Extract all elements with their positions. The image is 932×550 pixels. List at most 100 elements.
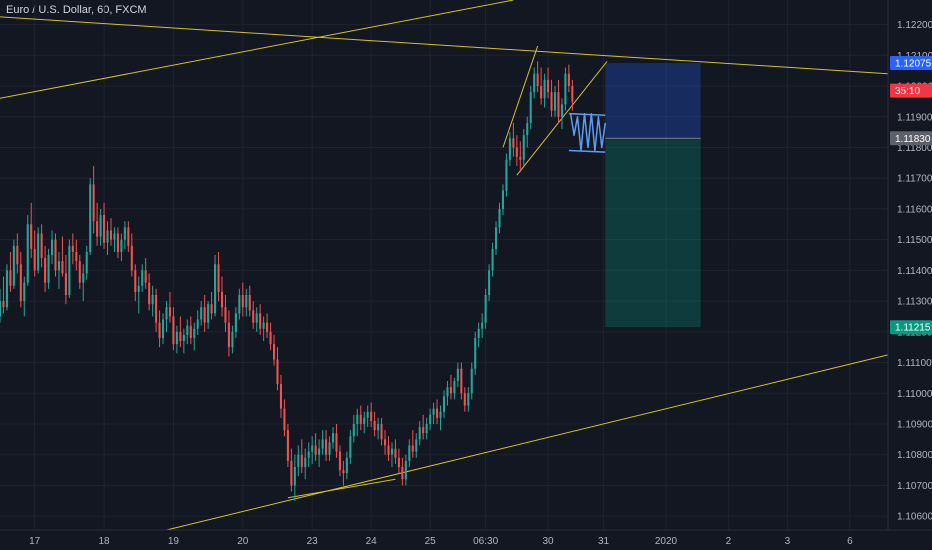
candle-body (318, 448, 321, 455)
candle-body (120, 239, 123, 252)
position-target-zone[interactable] (605, 138, 701, 328)
time-tick-label: 6 (847, 536, 853, 547)
candle-body (331, 433, 335, 443)
candle-body (567, 73, 570, 87)
candle-body (494, 227, 498, 249)
forecast-channel-top[interactable] (568, 112, 606, 116)
candle-body (356, 414, 359, 424)
trendline[interactable] (0, 0, 514, 99)
candle-body (61, 261, 64, 274)
time-tick-label: 06:30 (473, 536, 498, 547)
candle-body (23, 282, 26, 302)
price-axis[interactable]: 1.122001.121001.120001.119001.118001.117… (887, 0, 932, 530)
candle-body (373, 420, 376, 431)
candle-body (19, 264, 22, 302)
candle-body (526, 122, 529, 136)
candle-body (245, 294, 248, 308)
candle-body (266, 322, 269, 332)
candle-body (345, 457, 348, 474)
time-tick-label: 19 (168, 536, 180, 547)
candle-body (453, 380, 456, 394)
candle-body (311, 445, 314, 452)
candle-body (106, 230, 109, 243)
trendline[interactable] (0, 16, 889, 75)
candle-body (64, 273, 67, 295)
candle-body (47, 255, 50, 283)
candle-body (529, 92, 532, 123)
candle-body (269, 331, 272, 345)
candle-body (463, 393, 466, 406)
candle-body (158, 322, 161, 338)
candle-body (484, 294, 487, 323)
candle-body (390, 448, 394, 455)
candle-body (57, 261, 61, 271)
forecast-channel-bottom[interactable] (568, 149, 606, 153)
price-tag (890, 320, 932, 335)
candle-body (172, 316, 175, 345)
candle-body (75, 251, 78, 262)
candle-body (134, 270, 137, 292)
candle-body (210, 304, 213, 314)
candle-body (293, 467, 296, 486)
price-tick-label: 1.10800 (897, 450, 932, 461)
candle-body (550, 92, 553, 111)
forecast-zigzag[interactable] (569, 112, 607, 152)
candle-body (397, 457, 400, 468)
candle-body (130, 245, 133, 271)
candle-body (418, 427, 421, 440)
candle-body (241, 294, 244, 308)
candle-body (144, 270, 147, 283)
trendline[interactable] (502, 45, 539, 148)
candle-body (560, 104, 563, 117)
forecast-path-drawing[interactable] (568, 112, 607, 153)
position-stop-zone[interactable] (605, 62, 701, 139)
candle-body (252, 310, 255, 323)
price-tick-label: 1.11100 (897, 358, 932, 369)
candle-body (512, 138, 515, 148)
candle-body (44, 258, 47, 283)
candle-body (436, 408, 439, 418)
price-tick-label: 1.12200 (897, 20, 932, 31)
trendline[interactable] (166, 354, 889, 531)
price-tick-label: 1.11600 (897, 204, 932, 215)
candle-body (401, 467, 404, 480)
candle-body (238, 294, 241, 314)
candle-body (429, 414, 432, 424)
candle-body (314, 445, 317, 455)
trendline[interactable] (287, 478, 396, 499)
candle-body (467, 393, 470, 406)
candle-body (141, 270, 144, 286)
candle-body (123, 227, 126, 240)
candle-body (127, 227, 130, 246)
candle-body (366, 411, 369, 418)
price-tick-label: 1.11900 (897, 112, 932, 123)
candle-body (248, 294, 251, 311)
candle-body (307, 451, 310, 458)
time-tick-label: 24 (366, 536, 378, 547)
candle-body (540, 86, 543, 99)
short-position-tool[interactable] (605, 62, 701, 328)
candle-body (259, 313, 262, 329)
candle-body (342, 470, 345, 474)
price-tag-label: 1.11215 (895, 323, 931, 334)
candle-body (182, 334, 185, 342)
candle-body (179, 331, 182, 342)
candle-body (276, 359, 279, 385)
candle-body (536, 73, 539, 87)
candle-body (151, 294, 154, 305)
candle-body (300, 454, 303, 468)
candle-body (543, 79, 546, 99)
candle-body (338, 451, 341, 471)
price-tick-label: 1.11500 (897, 235, 932, 246)
price-tag-label: 1.11830 (895, 134, 931, 145)
candle-body (505, 159, 508, 191)
time-axis[interactable]: 17 18 19 20 23 24 25 06:30 30 31 2020 2 3 6 (0, 529, 932, 547)
candle-body (175, 331, 178, 345)
candle-body (99, 215, 102, 237)
trendline-drawings[interactable] (0, 0, 889, 531)
time-tick-label: 23 (307, 536, 319, 547)
candle-body (103, 215, 106, 243)
candle-body (231, 331, 234, 348)
candle-body (82, 273, 85, 283)
